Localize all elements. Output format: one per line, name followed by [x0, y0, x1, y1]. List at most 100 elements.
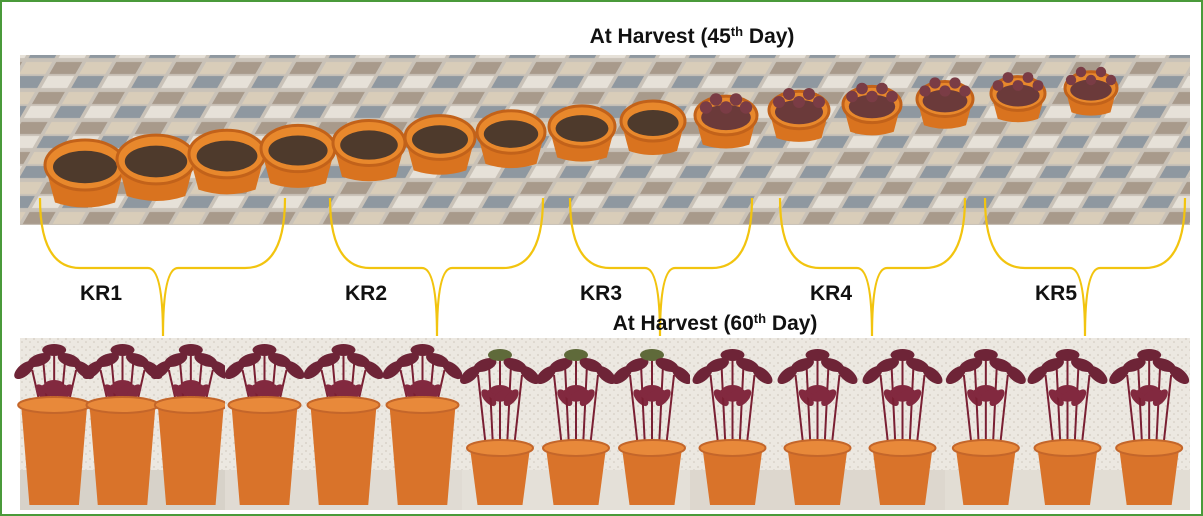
leaf: [1012, 80, 1024, 91]
leaf: [709, 93, 723, 106]
leaf: [564, 349, 588, 361]
stem: [640, 364, 646, 449]
pot: [310, 405, 377, 505]
group-label: KR4: [810, 282, 852, 305]
pot-rim: [385, 396, 460, 414]
leaf: [883, 389, 899, 407]
leaf: [110, 344, 135, 356]
stem: [658, 364, 664, 449]
leaf: [1105, 74, 1117, 86]
soil: [124, 145, 188, 178]
heading-text: At Harvest (60: [613, 312, 754, 335]
stem: [823, 364, 830, 449]
stem: [738, 364, 745, 449]
leaf: [890, 349, 915, 361]
heading-sup: th: [754, 311, 766, 326]
leaf: [821, 389, 837, 407]
pot-rim: [153, 396, 228, 414]
stem: [506, 364, 512, 449]
leaf: [640, 349, 664, 361]
soil: [483, 120, 539, 148]
pot-rim: [698, 439, 767, 457]
soil: [53, 150, 117, 184]
stem: [991, 364, 998, 449]
leaf: [1122, 358, 1146, 372]
pot-rim: [783, 439, 852, 457]
stem: [720, 364, 727, 449]
soil: [775, 99, 823, 125]
bottom-heading: At Harvest (60th Day): [613, 311, 818, 335]
leaf: [706, 358, 729, 372]
soil: [412, 125, 468, 154]
leaf: [317, 353, 340, 367]
leaf: [549, 358, 573, 372]
bracket: [568, 197, 754, 337]
leaf: [1005, 366, 1026, 384]
stem: [879, 374, 890, 449]
leaf: [488, 349, 512, 361]
leaf: [736, 389, 752, 407]
leaf: [752, 366, 773, 384]
soil: [196, 140, 258, 172]
pot-rim: [227, 396, 302, 414]
leaf: [791, 358, 814, 372]
leaf: [331, 344, 356, 356]
stem: [1044, 374, 1055, 449]
leaf: [284, 361, 305, 379]
soil: [996, 84, 1040, 107]
pot: [955, 448, 1016, 505]
leaf: [1169, 366, 1190, 384]
leaf: [42, 344, 67, 356]
bracket: [38, 197, 287, 337]
leaf: [973, 349, 998, 361]
leaf: [596, 366, 616, 384]
leaf: [655, 389, 671, 407]
leaf: [473, 358, 497, 372]
pot: [231, 405, 298, 505]
leaf: [949, 77, 961, 89]
soil: [627, 110, 679, 136]
leaf: [720, 349, 745, 361]
leaf: [252, 344, 277, 356]
pots-top: [43, 66, 1119, 208]
stem: [1155, 364, 1162, 449]
leaf: [886, 90, 898, 103]
soil: [848, 94, 896, 119]
stem: [1162, 374, 1173, 449]
leaf: [793, 96, 805, 108]
stem: [629, 374, 639, 449]
pot-rim: [1115, 439, 1184, 457]
leaf: [729, 93, 743, 106]
leaf: [1085, 74, 1097, 86]
leaf: [876, 358, 899, 372]
stem: [1073, 364, 1080, 449]
soil: [922, 89, 968, 113]
stem: [794, 374, 805, 449]
stem: [890, 364, 897, 449]
leaf: [1065, 74, 1077, 86]
leaf: [929, 77, 941, 89]
stem: [665, 374, 675, 449]
leaf: [396, 353, 419, 367]
group-label: KR5: [1035, 282, 1077, 305]
stem: [564, 364, 570, 449]
leaf: [27, 353, 51, 367]
soil: [268, 135, 328, 166]
leaf: [739, 101, 753, 114]
leaf: [813, 96, 825, 108]
leaf: [837, 366, 858, 384]
stem: [973, 364, 980, 449]
stem: [908, 364, 915, 449]
soil: [701, 104, 751, 131]
pot-rim: [618, 439, 686, 457]
leaf: [1002, 72, 1014, 83]
stem: [1137, 364, 1144, 449]
pot-rim: [542, 439, 610, 457]
stem: [805, 364, 812, 449]
bracket: [328, 197, 545, 337]
leaf: [557, 389, 573, 407]
leaf: [520, 366, 540, 384]
leaf: [719, 101, 733, 114]
pot: [702, 448, 763, 505]
pot: [546, 448, 606, 505]
